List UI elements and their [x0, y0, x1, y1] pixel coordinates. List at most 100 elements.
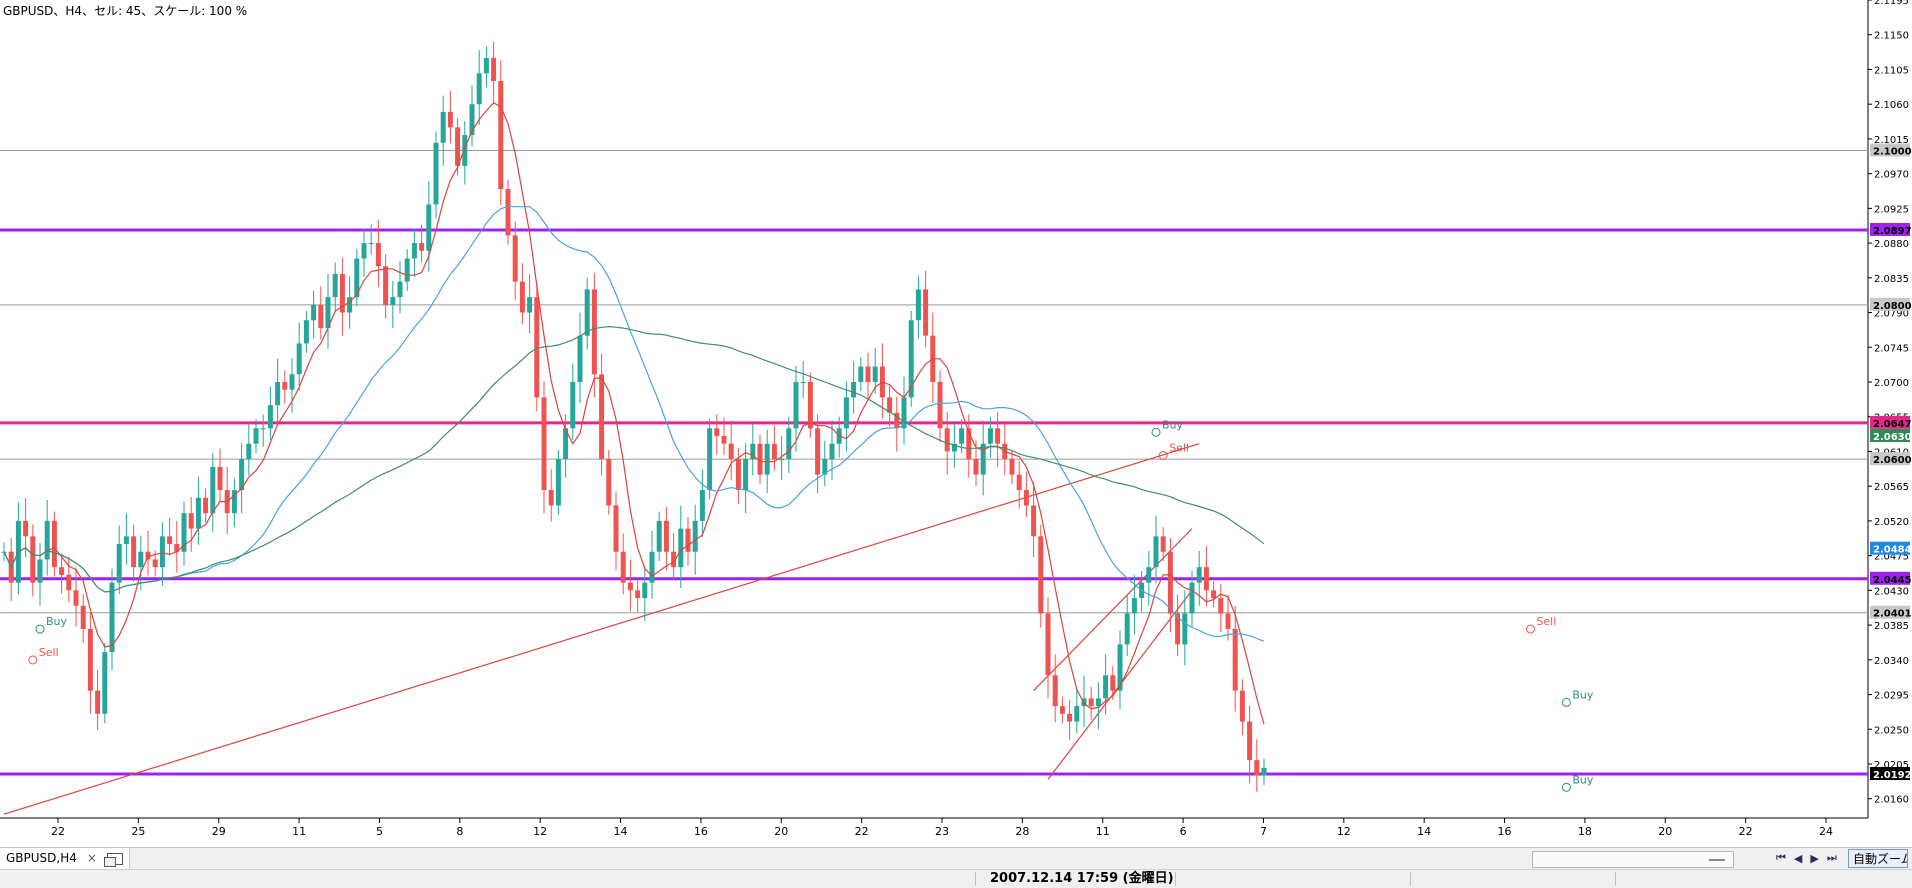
candle-body: [606, 459, 612, 506]
candle-body: [426, 204, 432, 251]
candle-body: [1153, 536, 1159, 568]
chart-tab[interactable]: GBPUSD,H4 ×: [0, 848, 130, 869]
candle-body: [361, 243, 367, 259]
candle-body: [447, 111, 453, 128]
window-icon[interactable]: [103, 852, 123, 867]
price-label-text: 2.0445: [1873, 575, 1912, 586]
candle-body: [649, 551, 655, 583]
candle-body: [476, 73, 482, 105]
time-tick-label: 14: [614, 825, 628, 838]
candle-body: [966, 428, 972, 460]
time-tick-label: 20: [774, 825, 788, 838]
signal-marker: [1525, 624, 1535, 634]
candle-body: [793, 381, 799, 429]
candle-body: [267, 405, 273, 429]
last-bar-icon[interactable]: ⏭: [1826, 851, 1837, 864]
price-label-box: [1870, 297, 1910, 311]
candle-body: [231, 490, 237, 514]
status-separator: [1615, 872, 1616, 886]
chart-header: GBPUSD、H4、セル: 45、スケール: 100 %: [3, 4, 248, 18]
candle-body: [1045, 613, 1051, 676]
candle-body: [1052, 675, 1058, 707]
candle-body: [656, 520, 662, 552]
candle-body: [1059, 706, 1065, 714]
candle-body: [23, 520, 29, 537]
candle-body: [1225, 613, 1231, 629]
ma-medium-line: [3, 205, 1265, 642]
candle-body: [347, 297, 353, 313]
chart-navigation: ⏮ ◀ ▶ ⏭: [1776, 851, 1837, 865]
candle-body: [80, 605, 86, 629]
price-label-text: 2.0647: [1873, 419, 1912, 430]
time-tick-label: 14: [1417, 825, 1431, 838]
signal-label: Sell: [1536, 615, 1556, 628]
price-tick-label: 2.0970: [1874, 170, 1909, 181]
candle-body: [584, 289, 590, 336]
price-tick-label: 2.1105: [1874, 65, 1909, 76]
candle-body: [1182, 613, 1188, 645]
candle-body: [1146, 567, 1152, 583]
status-separator: [975, 872, 976, 886]
candle-body: [404, 258, 410, 282]
candle-body: [599, 374, 605, 460]
candle-body: [390, 297, 396, 305]
chart-scroll-box[interactable]: [1532, 851, 1734, 868]
price-label-text: 2.0600: [1873, 455, 1912, 466]
chart-area[interactable]: Buy Sell Buy Sell Sell Buy Buy 2.1195 2.1150 2.11…: [0, 0, 1912, 847]
candle-body: [131, 536, 137, 568]
candle-body: [995, 428, 1001, 444]
chart-tab-label: GBPUSD,H4: [6, 851, 77, 865]
candle-body: [109, 582, 115, 653]
candle-body: [318, 304, 324, 328]
candle-body: [167, 536, 173, 545]
candle-body: [152, 559, 158, 568]
candle-body: [1203, 567, 1209, 591]
candle-body: [275, 381, 281, 406]
candle-body: [1196, 567, 1202, 583]
candle-body: [807, 381, 813, 429]
price-chart[interactable]: Buy Sell Buy Sell Sell Buy Buy 2.1195 2.1150 2.11…: [0, 0, 1912, 847]
price-label-box: [1870, 541, 1910, 555]
time-tick-label: 8: [456, 825, 463, 838]
candle-body: [699, 490, 705, 521]
candle-body: [555, 459, 561, 506]
close-icon[interactable]: ×: [86, 851, 97, 865]
candle-body: [743, 459, 749, 491]
candle-body: [332, 273, 338, 298]
candle-body: [44, 520, 50, 560]
candle-body: [203, 497, 209, 514]
signal-label: Buy: [46, 615, 68, 628]
auto-zoom-button[interactable]: 自動ズーム: [1848, 849, 1908, 868]
candle-body: [1131, 598, 1137, 614]
next-bar-icon[interactable]: ▶: [1810, 851, 1819, 865]
first-bar-icon[interactable]: ⏮: [1776, 851, 1786, 864]
candle-body: [915, 289, 921, 321]
time-tick-label: 11: [1096, 825, 1110, 838]
price-label-box: [1870, 452, 1910, 466]
candle-body: [30, 536, 36, 583]
candle-body: [937, 381, 943, 429]
candle-body: [1074, 706, 1080, 722]
candle-body: [872, 366, 878, 382]
candle-body: [239, 459, 245, 491]
candle-body: [95, 690, 101, 714]
candle-body: [87, 628, 93, 691]
candle-body: [116, 544, 122, 583]
status-datetime: 2007.12.14 17:59 (金曜日): [990, 871, 1174, 886]
candle-body: [865, 366, 871, 382]
candle-body: [296, 343, 302, 375]
candle-body: [51, 520, 57, 568]
candle-body: [368, 243, 374, 245]
candle-body: [433, 142, 439, 205]
price-label-text: 2.0484: [1873, 545, 1912, 556]
candle-body: [613, 505, 619, 552]
candle-body: [260, 428, 266, 430]
candle-body: [944, 428, 950, 452]
prev-bar-icon[interactable]: ◀: [1793, 851, 1803, 865]
candle-body: [1031, 505, 1037, 537]
candle-body: [685, 528, 691, 552]
candle-body: [707, 428, 713, 491]
candle-body: [188, 513, 194, 529]
time-tick-label: 16: [1498, 825, 1512, 838]
signal-marker: [1151, 427, 1161, 437]
